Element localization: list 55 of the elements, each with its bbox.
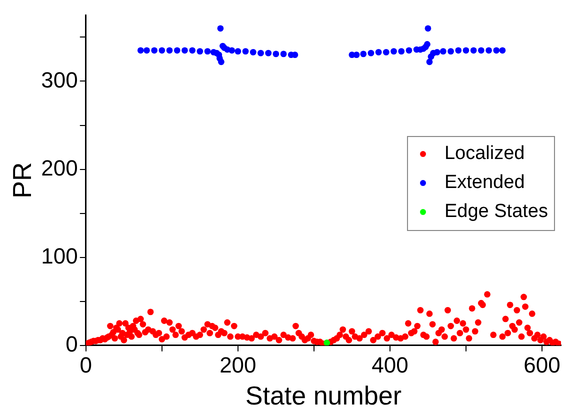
point: [390, 48, 397, 54]
y-tick-label: 0: [66, 331, 78, 356]
legend-label: Localized: [444, 142, 525, 166]
point: [434, 48, 440, 56]
point: [137, 47, 144, 54]
point: [151, 47, 158, 54]
legend-label: Extended: [444, 171, 525, 195]
y-tick-label: 300: [41, 67, 78, 92]
point: [174, 47, 180, 54]
point: [234, 48, 242, 54]
point: [360, 50, 367, 58]
point: [493, 47, 500, 54]
point: [218, 58, 224, 66]
point: [382, 48, 390, 56]
point: [478, 47, 484, 54]
point: [228, 47, 236, 54]
x-axis-title: State number: [245, 380, 402, 411]
point: [368, 50, 374, 56]
point: [217, 25, 224, 32]
y-tick-label: 200: [41, 155, 78, 180]
point: [204, 48, 211, 54]
point: [272, 50, 280, 58]
point: [324, 340, 330, 346]
point: [258, 50, 264, 56]
legend-label: Edge States: [444, 200, 548, 224]
point: [424, 25, 432, 32]
x-tick-label: 400: [372, 352, 408, 378]
point: [189, 47, 196, 54]
point: [424, 41, 430, 48]
point: [440, 48, 446, 54]
point: [375, 48, 382, 56]
x-tick-label: 600: [524, 352, 560, 378]
point: [448, 48, 454, 54]
point: [398, 48, 405, 54]
point: [250, 48, 256, 56]
point: [353, 52, 360, 58]
point: [265, 50, 272, 56]
point: [426, 58, 433, 66]
point: [242, 48, 249, 54]
point: [455, 47, 462, 54]
x-tick-label: 200: [220, 352, 256, 378]
point: [470, 47, 477, 54]
point: [499, 47, 506, 54]
y-axis-title: PR: [6, 162, 37, 198]
point: [158, 47, 166, 54]
point: [196, 48, 204, 54]
point: [462, 47, 470, 54]
point: [144, 47, 150, 54]
point: [406, 47, 412, 54]
y-tick-label: 100: [41, 243, 78, 268]
point: [182, 47, 188, 54]
point: [280, 50, 287, 58]
point: [166, 47, 173, 54]
point: [292, 52, 298, 58]
point: [486, 47, 492, 54]
